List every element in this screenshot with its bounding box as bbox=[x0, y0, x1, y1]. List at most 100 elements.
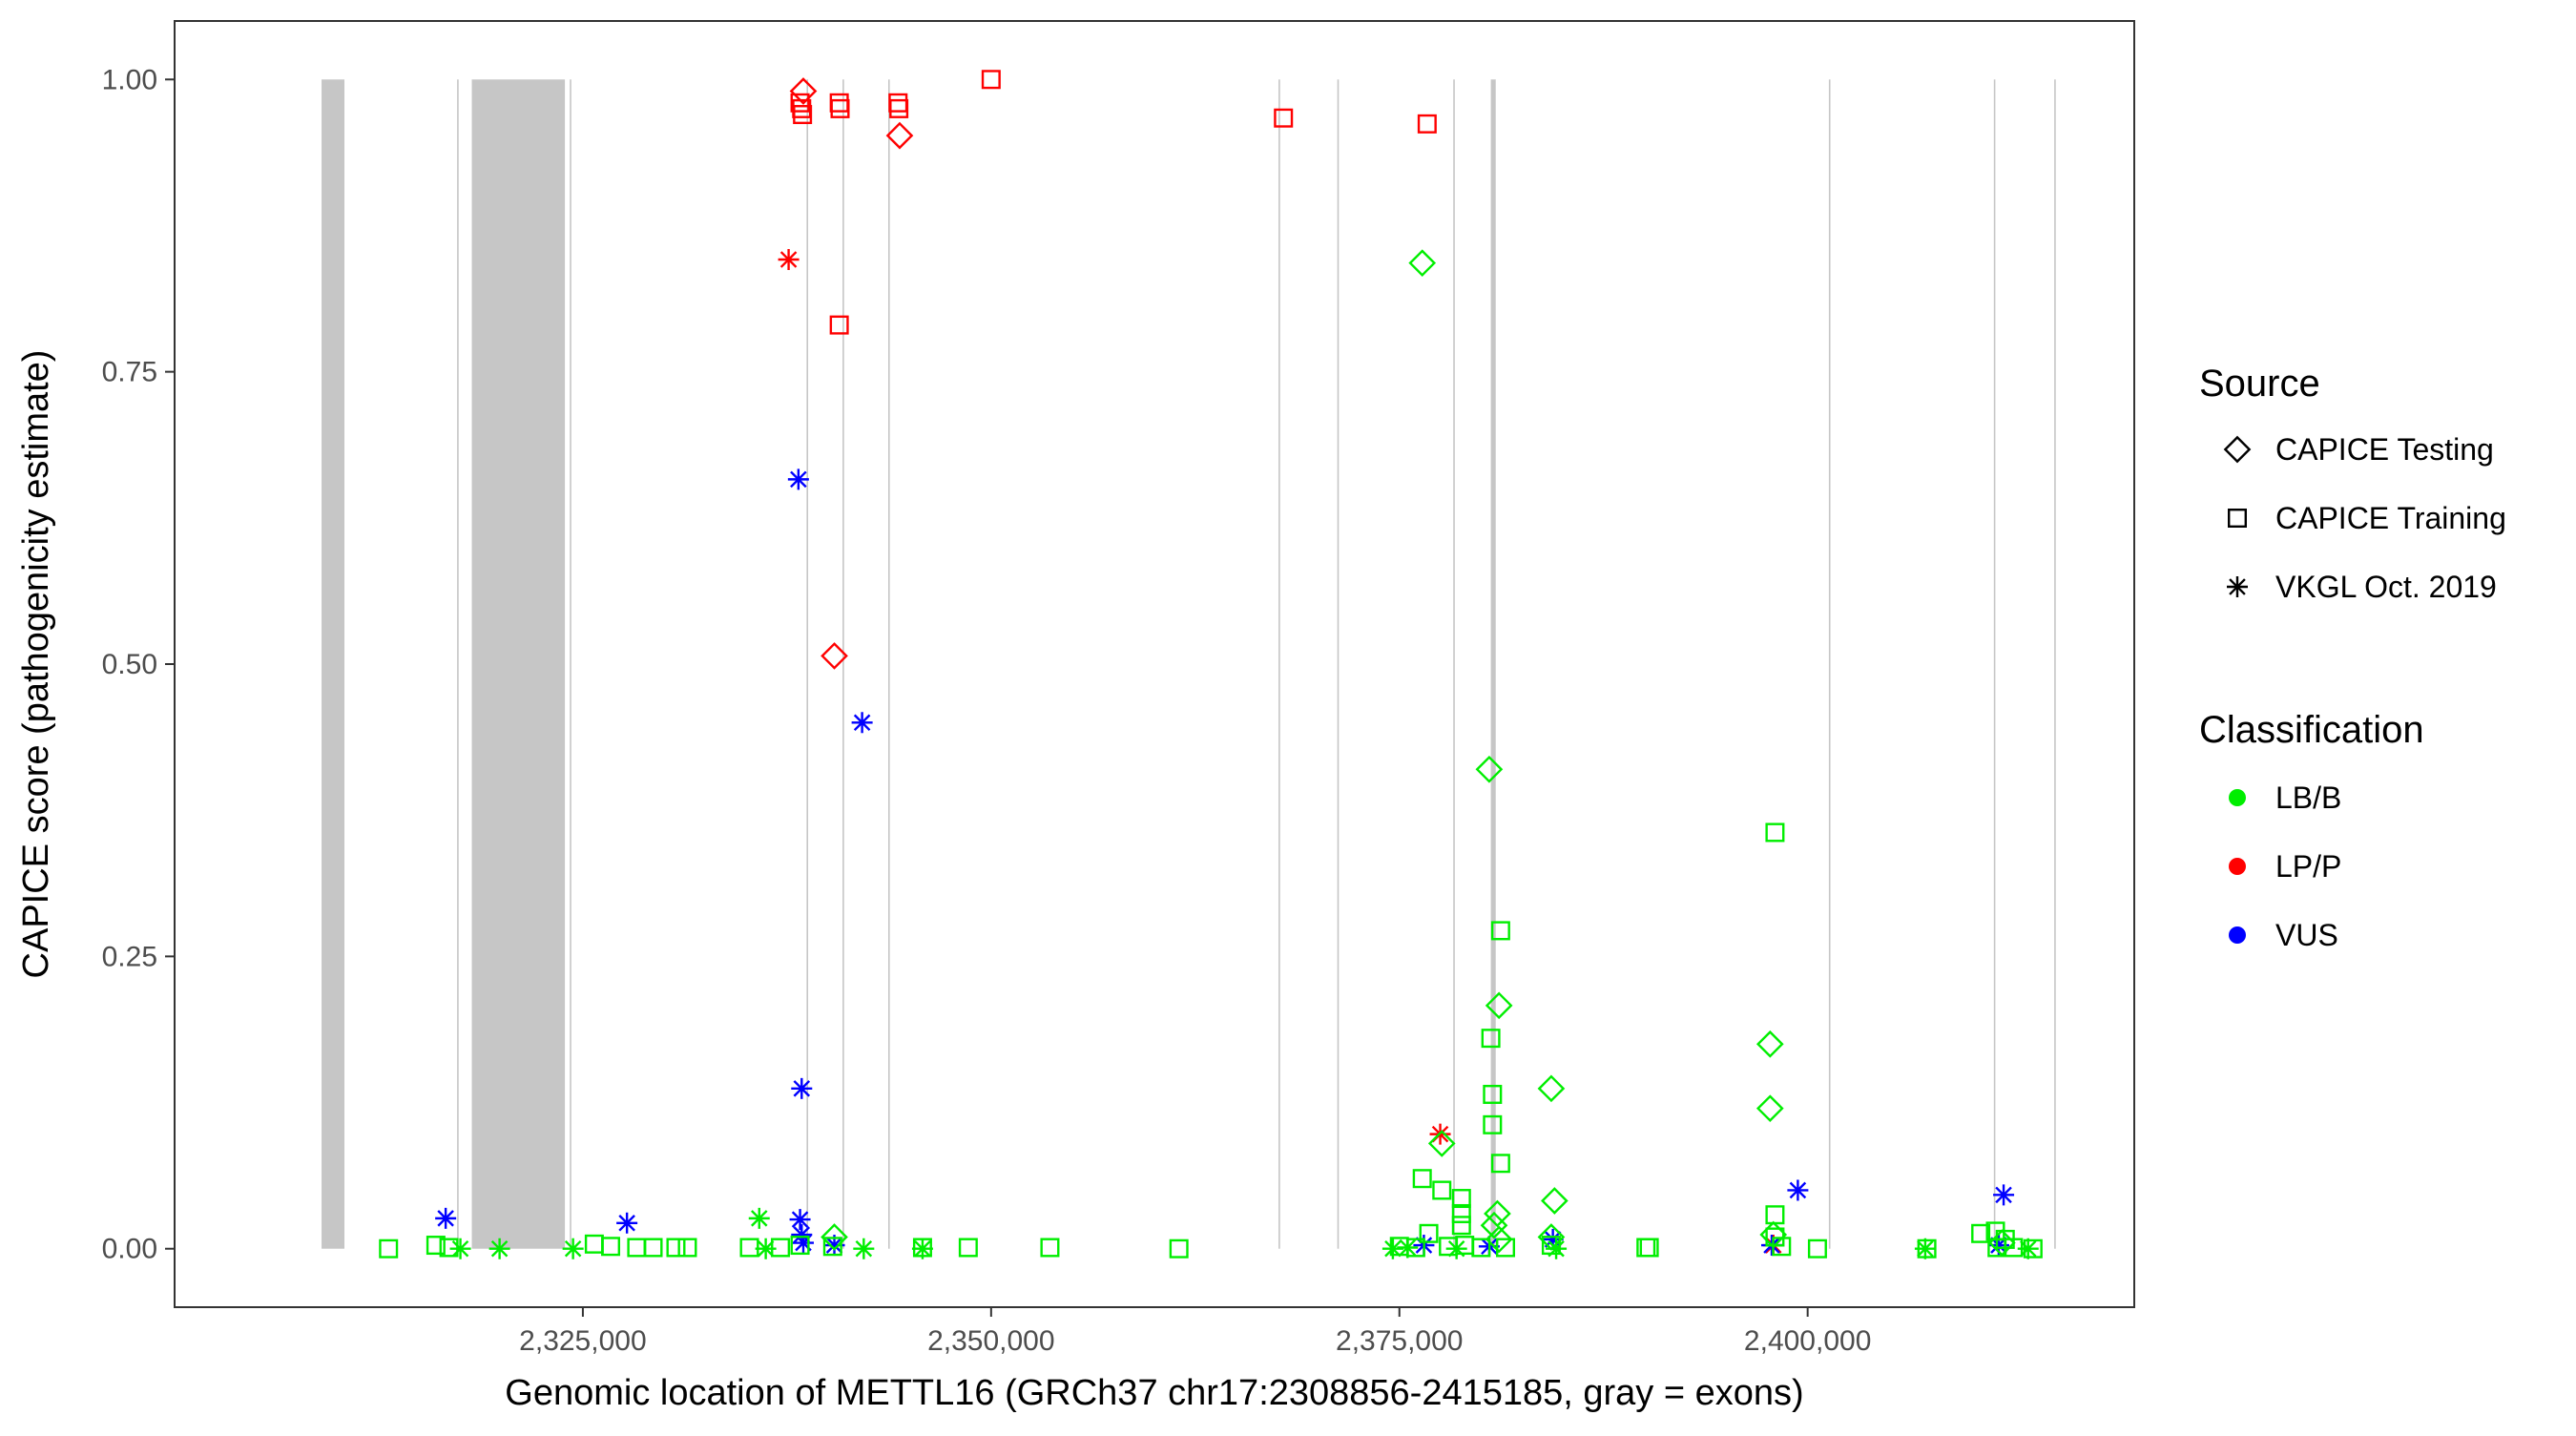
point-asterisk bbox=[2227, 576, 2248, 597]
legend-source-title: Source bbox=[2199, 363, 2320, 405]
point-square bbox=[829, 315, 849, 335]
point-square bbox=[426, 1236, 446, 1256]
point-square bbox=[1040, 1238, 1060, 1258]
x-axis-title: Genomic location of METTL16 (GRCh37 chr1… bbox=[505, 1373, 1803, 1413]
point-asterisk bbox=[755, 1238, 777, 1259]
legend-class-swatch bbox=[2229, 858, 2246, 875]
exon-band bbox=[887, 79, 890, 1249]
point-square bbox=[1169, 1238, 1189, 1259]
y-tick-label: 0.25 bbox=[102, 941, 157, 972]
exon-band bbox=[1337, 79, 1340, 1249]
point-diamond bbox=[1408, 249, 1437, 278]
point-square bbox=[790, 1236, 810, 1256]
legend-classification-title: Classification bbox=[2199, 709, 2424, 751]
legend-source-label: VKGL Oct. 2019 bbox=[2275, 570, 2497, 604]
legend-source-label: CAPICE Testing bbox=[2275, 432, 2494, 467]
point-square bbox=[2227, 509, 2247, 529]
legend-class-label: VUS bbox=[2275, 918, 2338, 952]
exon-bands bbox=[322, 79, 2056, 1249]
point-square bbox=[1765, 1205, 1785, 1225]
point-square bbox=[1639, 1238, 1659, 1258]
point-square bbox=[1417, 114, 1437, 134]
point-square bbox=[830, 98, 850, 118]
point-diamond bbox=[1485, 1225, 1513, 1254]
point-square bbox=[1496, 1238, 1516, 1258]
point-square bbox=[1432, 1180, 1452, 1200]
point-asterisk bbox=[1445, 1238, 1467, 1259]
point-square bbox=[981, 70, 1001, 90]
legend: Source CAPICE Testing CAPICE Training VKGL … bbox=[2199, 363, 2506, 952]
legend-class-label: LP/P bbox=[2275, 849, 2341, 884]
point-asterisk bbox=[853, 1238, 875, 1259]
point-square bbox=[439, 1238, 459, 1258]
axes: 2,325,000 2,350,000 2,375,000 2,400,000 0.00… bbox=[102, 64, 1872, 1357]
y-tick-label: 1.00 bbox=[102, 64, 157, 95]
exon-band bbox=[1828, 79, 1831, 1249]
point-square bbox=[1419, 1223, 1439, 1243]
point-asterisk bbox=[616, 1212, 638, 1234]
legend-source-label: CAPICE Training bbox=[2275, 501, 2506, 535]
point-square bbox=[1772, 1237, 1792, 1257]
x-tick-label: 2,375,000 bbox=[1336, 1325, 1463, 1357]
point-asterisk bbox=[1914, 1238, 1936, 1259]
point-asterisk bbox=[435, 1207, 457, 1229]
point-square bbox=[1765, 822, 1785, 843]
point-square bbox=[958, 1238, 978, 1258]
x-tick-label: 2,400,000 bbox=[1744, 1325, 1871, 1357]
exon-band bbox=[1490, 79, 1496, 1249]
point-square bbox=[1451, 1189, 1471, 1209]
legend-class-label: LB/B bbox=[2275, 780, 2341, 815]
point-square bbox=[793, 105, 813, 125]
y-tick-label: 0.00 bbox=[102, 1234, 157, 1265]
point-asterisk bbox=[1381, 1238, 1403, 1259]
point-diamond bbox=[1485, 991, 1513, 1020]
exon-band bbox=[457, 79, 459, 1249]
point-square bbox=[666, 1238, 686, 1258]
point-diamond bbox=[789, 77, 818, 105]
point-diamond bbox=[821, 1223, 848, 1251]
point-diamond bbox=[1480, 1211, 1508, 1239]
point-diamond bbox=[821, 642, 848, 670]
y-axis-title: CAPICE score (pathogenicity estimate) bbox=[16, 350, 56, 979]
exon-band bbox=[1278, 79, 1280, 1249]
x-tick-label: 2,325,000 bbox=[519, 1325, 646, 1357]
point-diamond bbox=[1541, 1187, 1568, 1215]
point-asterisk bbox=[1993, 1184, 2015, 1206]
point-diamond bbox=[885, 121, 914, 150]
point-asterisk bbox=[562, 1238, 584, 1259]
point-asterisk bbox=[778, 248, 800, 270]
point-asterisk bbox=[791, 1077, 813, 1099]
legend-class-swatch bbox=[2229, 789, 2246, 806]
point-square bbox=[1483, 1114, 1503, 1134]
point-square bbox=[739, 1238, 759, 1258]
exon-band bbox=[471, 79, 566, 1249]
exon-band bbox=[2054, 79, 2056, 1249]
point-square bbox=[1412, 1169, 1432, 1189]
point-diamond bbox=[2223, 435, 2252, 464]
point-asterisk bbox=[911, 1238, 933, 1259]
point-square bbox=[1451, 1216, 1471, 1236]
data-points bbox=[379, 70, 2043, 1259]
point-square bbox=[379, 1238, 399, 1259]
point-square bbox=[2004, 1238, 2024, 1258]
y-tick-label: 0.50 bbox=[102, 649, 157, 680]
point-asterisk bbox=[748, 1207, 770, 1229]
point-square bbox=[643, 1238, 663, 1258]
y-tick-label: 0.75 bbox=[102, 357, 157, 388]
point-square bbox=[1971, 1223, 1991, 1243]
point-asterisk bbox=[1546, 1238, 1568, 1259]
point-diamond bbox=[1755, 1030, 1784, 1058]
point-square bbox=[1490, 921, 1510, 941]
point-square bbox=[771, 1238, 791, 1258]
point-asterisk bbox=[449, 1238, 471, 1259]
point-square bbox=[1481, 1029, 1501, 1049]
point-asterisk bbox=[792, 1232, 814, 1254]
point-asterisk bbox=[1397, 1237, 1419, 1259]
x-tick-label: 2,350,000 bbox=[927, 1325, 1054, 1357]
exon-band bbox=[842, 79, 844, 1249]
point-asterisk bbox=[2017, 1238, 2039, 1259]
exon-band bbox=[1993, 79, 1996, 1249]
